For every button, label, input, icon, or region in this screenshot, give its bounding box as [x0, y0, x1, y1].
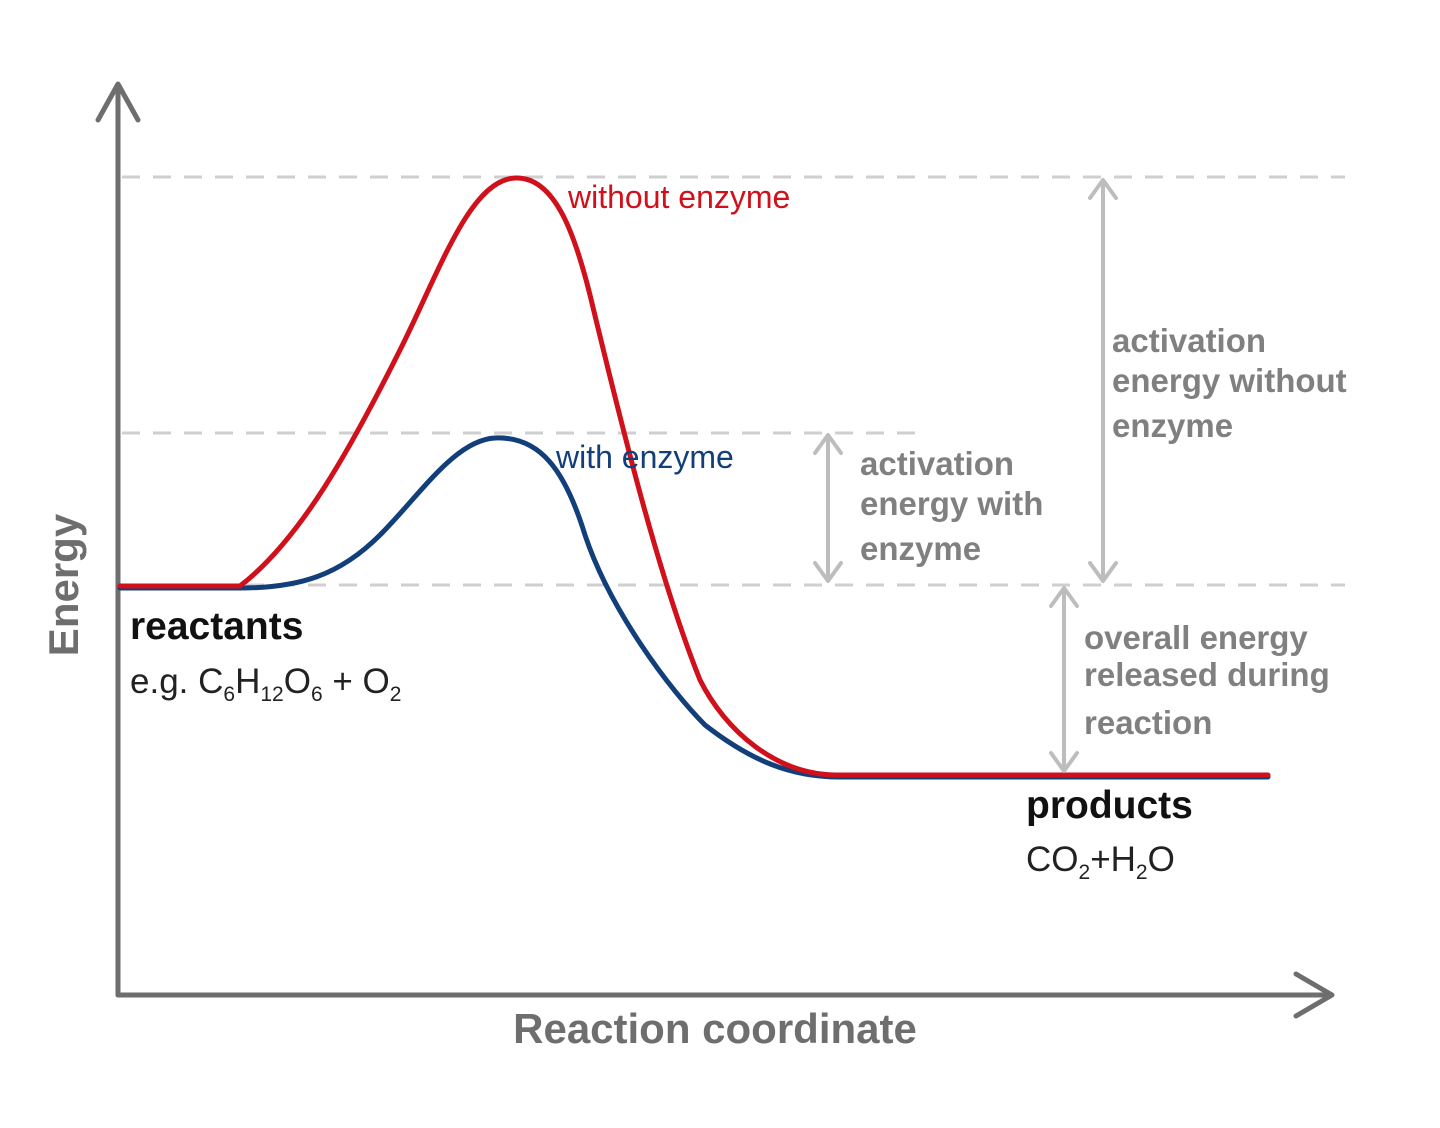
note-activation-without-enzyme: activation energy without enzyme	[1112, 322, 1347, 444]
x-axis-arrowhead	[1293, 971, 1335, 1019]
arrow-activation-with-enzyme	[813, 433, 843, 583]
y-axis-label: Energy	[40, 513, 87, 656]
svg-text:activation: activation	[1112, 322, 1266, 359]
label-without-enzyme: without enzyme	[567, 179, 790, 215]
x-axis-label: Reaction coordinate	[513, 1005, 917, 1052]
curve-with-enzyme	[117, 435, 1271, 780]
note-overall-energy-released: overall energy released during reaction	[1084, 619, 1330, 741]
arrow-activation-without-enzyme	[1088, 178, 1118, 583]
y-axis-arrowhead	[95, 81, 141, 123]
svg-text:energy with: energy with	[860, 485, 1043, 522]
svg-text:reaction: reaction	[1084, 704, 1212, 741]
svg-text:energy without: energy without	[1112, 362, 1347, 399]
reactants-label: reactants	[130, 605, 303, 648]
svg-text:enzyme: enzyme	[860, 530, 981, 567]
svg-text:activation: activation	[860, 445, 1014, 482]
svg-text:released during: released during	[1084, 656, 1330, 693]
products-label: products	[1026, 784, 1193, 827]
reactants-formula: e.g. C6H12O6 + O2	[130, 662, 401, 706]
label-with-enzyme: with enzyme	[555, 439, 734, 475]
arrow-overall-energy-released	[1049, 586, 1079, 773]
svg-text:enzyme: enzyme	[1112, 407, 1233, 444]
products-formula: CO2+H2O	[1026, 840, 1175, 884]
curve-without-enzyme	[117, 175, 1271, 778]
svg-text:overall energy: overall energy	[1084, 619, 1308, 656]
note-activation-with-enzyme: activation energy with enzyme	[860, 445, 1043, 567]
